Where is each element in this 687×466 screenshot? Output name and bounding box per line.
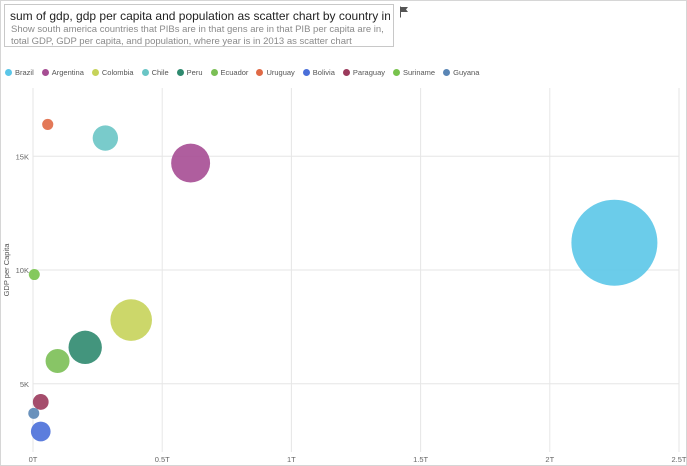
legend-item-guyana[interactable]: Guyana [443,68,479,77]
legend-marker [141,68,149,76]
legend-item-colombia[interactable]: Colombia [91,67,134,77]
legend-marker [41,68,49,76]
x-tick-label: 2T [545,455,554,464]
bubble-argentina [171,143,211,183]
legend-marker [393,68,400,76]
legend-item-suriname[interactable]: Suriname [393,68,435,77]
legend-item-argentina[interactable]: Argentina [41,67,84,77]
x-tick-label: 0.5T [155,455,170,464]
question-input[interactable]: sum of gdp, gdp per capita and populatio… [10,9,390,23]
y-tick-label: 5K [20,380,29,389]
legend-label: Ecuador [220,67,249,77]
legend-label: Argentina [51,67,84,77]
bubble-bolivia [30,421,51,442]
bubble-colombia [110,299,152,341]
legend-item-bolivia[interactable]: Bolivia [302,67,335,77]
bubble-chile [92,125,119,151]
legend-marker [5,68,12,76]
flag-icon[interactable] [399,6,409,18]
bubble-suriname [28,269,40,281]
bubble-ecuador [45,349,70,373]
bubble-uruguay [42,118,54,130]
legend-item-brazil[interactable]: Brazil [5,68,34,77]
legend-item-ecuador[interactable]: Ecuador [210,67,249,77]
legend-label: Paraguay [352,67,385,77]
y-tick-label: 10K [16,266,29,275]
legend-marker [176,68,184,76]
legend-label: Peru [186,67,203,77]
x-tick-label: 1T [287,455,296,464]
bubble-peru [68,330,102,365]
y-axis-title: GDP per Capita [2,243,11,297]
legend-label: Bolivia [312,67,335,77]
bubble-brazil [571,199,658,286]
legend-label: Chile [151,67,169,77]
legend-marker [91,68,99,76]
restatement-hint: Show south america countries that PIBs a… [11,24,384,47]
legend-marker [342,68,350,76]
legend-marker [443,68,451,76]
x-tick-label: 0T [29,455,38,464]
question-box[interactable]: sum of gdp, gdp per capita and populatio… [4,4,394,47]
legend-marker [210,68,218,76]
legend-item-peru[interactable]: Peru [176,67,203,77]
legend-label: Guyana [453,67,480,77]
legend-item-uruguay[interactable]: Uruguay [256,67,295,77]
legend-label: Colombia [101,67,134,77]
legend-marker [256,68,264,76]
legend-item-chile[interactable]: Chile [141,67,169,77]
legend-label: Suriname [403,67,436,77]
bubble-guyana [28,407,40,419]
y-tick-label: 15K [16,152,29,161]
bubble-paraguay [32,394,49,410]
x-tick-label: 1.5T [413,455,428,464]
x-tick-label: 2.5T [671,455,686,464]
legend-label: Uruguay [266,67,295,77]
legend-marker [302,68,310,76]
legend-label: Brazil [15,67,34,77]
legend-item-paraguay[interactable]: Paraguay [342,67,385,77]
chart-legend: Brazil Argentina Colombia Chile Peru Ecuador U… [5,66,487,78]
